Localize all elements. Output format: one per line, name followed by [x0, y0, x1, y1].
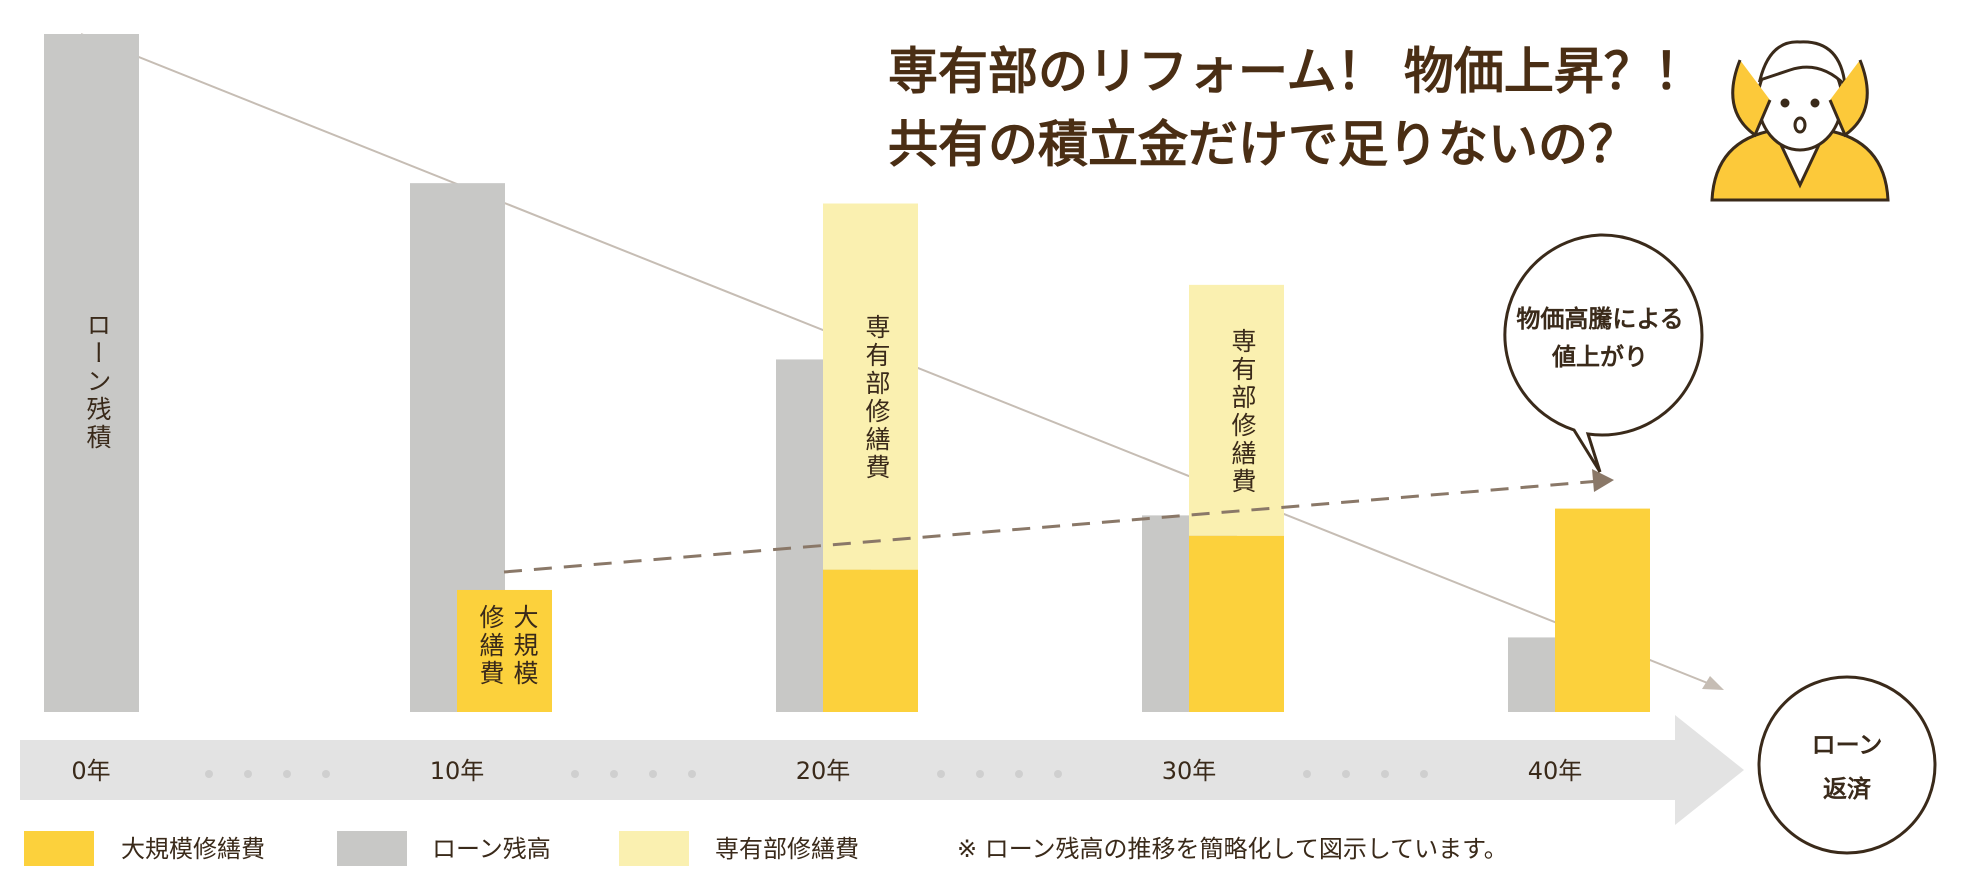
dot [610, 770, 618, 778]
bar-label: ローン残積 [83, 312, 112, 452]
dot [688, 770, 696, 778]
bar [1189, 284, 1284, 536]
dot [571, 770, 579, 778]
trend-arrowhead [1702, 676, 1724, 690]
dot [244, 770, 252, 778]
bar [823, 569, 918, 712]
title-line: 共有の積立金だけで足りないの？ [888, 116, 1638, 174]
bar [457, 589, 552, 712]
end-circle [1757, 675, 1937, 855]
rise-arrow [503, 479, 1601, 574]
legend-swatch [337, 831, 407, 866]
rise-arrowhead [1592, 469, 1614, 492]
dot [1015, 770, 1023, 778]
legend-swatch [619, 831, 689, 866]
legend-label: ローン残高 [432, 835, 551, 863]
dot [1303, 770, 1311, 778]
timeline-arrow [20, 715, 1744, 825]
legend-label: 大規模修繕費 [121, 835, 265, 863]
bar-label: 専有部修繕費 [1228, 328, 1257, 496]
dot [976, 770, 984, 778]
dot [205, 770, 213, 778]
legend-label: 専有部修繕費 [715, 835, 859, 863]
bar [1555, 508, 1650, 712]
callout-text: 物価高騰による [1516, 305, 1683, 333]
callout-bubble [1503, 233, 1704, 473]
note: ※ ローン残高の推移を簡略化して図示しています。 [957, 835, 1508, 863]
x-tick-label: 10年 [430, 757, 485, 785]
title-line: 専有部のリフォーム！ 物価上昇？！ [888, 43, 1704, 101]
dot [322, 770, 330, 778]
bar [823, 203, 918, 570]
bar-label: 大規模修繕費 [476, 604, 539, 688]
dot [283, 770, 291, 778]
dot [1420, 770, 1428, 778]
dot [1342, 770, 1350, 778]
x-tick-label: 20年 [796, 757, 851, 785]
legend-swatch [24, 831, 94, 866]
dot [1054, 770, 1062, 778]
x-tick-label: 0年 [71, 757, 110, 785]
bar [1189, 535, 1284, 712]
x-tick-label: 40年 [1528, 757, 1583, 785]
bar-label: 専有部修繕費 [862, 314, 891, 482]
bar [44, 34, 139, 712]
callout-text: 値上がり [1551, 343, 1648, 371]
x-tick-label: 30年 [1162, 757, 1217, 785]
end-label: 返済 [1823, 775, 1872, 803]
dot [937, 770, 945, 778]
worried-person [1710, 40, 1890, 202]
dot [649, 770, 657, 778]
dot [1381, 770, 1389, 778]
end-label: ローン [1812, 731, 1883, 759]
